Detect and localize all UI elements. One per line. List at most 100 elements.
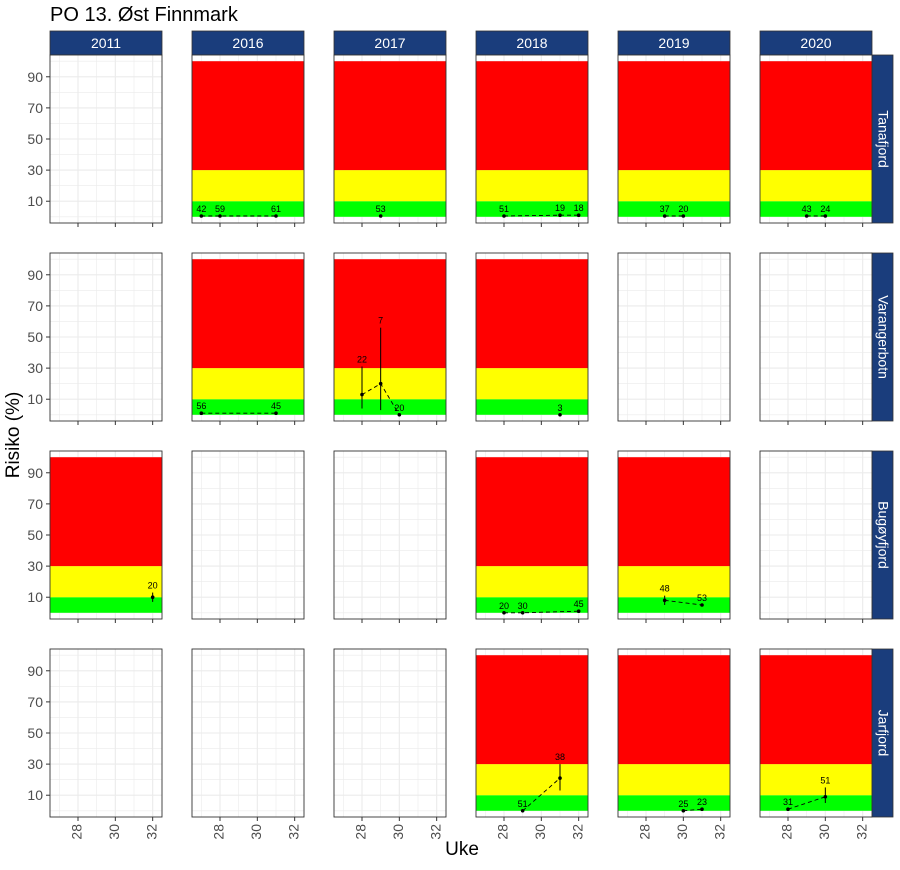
risk-zone-red — [760, 61, 872, 171]
x-tick-label: 32 — [427, 824, 443, 840]
facet-header-2011 — [49, 30, 163, 56]
risk-zone-red — [476, 457, 588, 567]
data-point — [520, 610, 525, 615]
risk-zone-red — [760, 655, 872, 765]
panel-varangerbotn-2017: 22 7 20 — [333, 252, 447, 425]
data-point — [378, 381, 383, 386]
data-label: 56 — [196, 401, 206, 411]
panel-bugoyfjord-2017 — [333, 450, 447, 623]
panel-jarfjord-2016-border — [191, 648, 305, 818]
x-tick-label: 30 — [106, 824, 122, 840]
panel-jarfjord-2020: 31 51 — [759, 648, 873, 821]
panel-tanafjord-2018: 51 19 18 — [475, 54, 589, 227]
data-point — [378, 214, 383, 218]
risk-zone-green — [476, 399, 588, 415]
data-label: 51 — [820, 775, 830, 785]
series-line — [664, 599, 703, 606]
data-label: 22 — [357, 355, 367, 365]
panel-bugoyfjord-2019: 48 53 — [617, 450, 731, 623]
data-point — [558, 213, 562, 218]
panel-varangerbotn-2020-border — [759, 252, 873, 422]
data-point — [681, 214, 686, 218]
panel-jarfjord-2011 — [46, 648, 163, 821]
y-tick-label: 70 — [27, 496, 43, 512]
data-label: 20 — [499, 601, 509, 611]
chart-title: PO 13. Øst Finnmark — [50, 4, 238, 26]
risk-zone-yellow — [760, 170, 872, 202]
x-axis-label: Uke — [445, 839, 479, 860]
data-label: 61 — [271, 204, 281, 214]
risk-zone-green — [334, 201, 446, 217]
panel-bugoyfjord-2018: 20 30 45 — [475, 450, 589, 623]
facet-header-2016 — [191, 30, 305, 56]
data-point — [199, 411, 204, 416]
data-point — [520, 808, 525, 813]
panel-tanafjord-2019: 37 20 — [617, 54, 731, 227]
panel-varangerbotn-2019 — [617, 252, 731, 425]
risk-zone-yellow — [618, 764, 730, 796]
data-point — [274, 411, 278, 416]
risk-zone-green — [618, 597, 730, 613]
data-label: 23 — [697, 797, 707, 807]
data-label: 51 — [499, 204, 509, 214]
y-tick-label: 30 — [27, 162, 43, 178]
data-label: 48 — [660, 584, 670, 594]
risk-zone-red — [192, 259, 304, 369]
panel-bugoyfjord-2020-border — [759, 450, 873, 620]
x-tick-label: 32 — [853, 824, 869, 840]
risk-zone-red — [334, 61, 446, 171]
facet-header-label-2020: 2020 — [800, 35, 831, 51]
panel-tanafjord-2020-border — [759, 54, 873, 224]
panel-bugoyfjord-2011: 20 — [46, 450, 163, 623]
risk-zone-yellow — [476, 566, 588, 598]
y-tick-label: 50 — [27, 131, 43, 147]
facet-strip-label-varangerbotn: Varangerbotn — [875, 295, 891, 379]
panel-jarfjord-2018: 51 38 — [475, 648, 589, 821]
risk-zone-yellow — [50, 566, 162, 598]
panel-tanafjord-2016-border — [191, 54, 305, 224]
data-label: 53 — [697, 593, 707, 603]
risk-zone-green — [50, 597, 162, 613]
risk-zone-red — [192, 61, 304, 171]
risk-zone-red — [618, 61, 730, 171]
panel-tanafjord-2016: 42 59 61 — [191, 54, 305, 227]
data-label: 31 — [783, 797, 793, 807]
risk-zone-yellow — [618, 566, 730, 598]
x-tick-label: 30 — [248, 824, 264, 840]
panel-tanafjord-2018-border — [475, 54, 589, 224]
facet-strip-label-tanafjord: Tanafjord — [875, 110, 891, 168]
panel-tanafjord-2017: 53 — [333, 54, 447, 227]
panel-jarfjord-2017 — [333, 648, 447, 821]
risk-zone-green — [476, 795, 588, 811]
data-point — [700, 603, 704, 607]
risk-zone-red — [618, 655, 730, 765]
x-tick-label: 28 — [69, 824, 85, 840]
data-label: 20 — [678, 204, 688, 214]
panel-varangerbotn-2018-border — [475, 252, 589, 422]
y-tick-label: 30 — [27, 360, 43, 376]
y-tick-label: 90 — [27, 267, 43, 283]
risk-zone-yellow — [334, 368, 446, 400]
risk-zone-yellow — [334, 170, 446, 202]
y-tick-label: 50 — [27, 527, 43, 543]
y-tick-label: 50 — [27, 329, 43, 345]
data-point — [662, 214, 667, 218]
data-label: 45 — [271, 401, 281, 411]
risk-zone-red — [476, 61, 588, 171]
y-tick-label: 90 — [27, 69, 43, 85]
data-label: 20 — [394, 403, 404, 413]
risk-zone-green — [476, 201, 588, 217]
data-point — [786, 807, 790, 812]
y-tick-label: 70 — [27, 100, 43, 116]
risk-zone-red — [476, 655, 588, 765]
risk-zone-green — [476, 597, 588, 613]
x-tick-label: 32 — [143, 824, 159, 840]
data-label: 59 — [215, 204, 225, 214]
panel-bugoyfjord-2017-border — [333, 450, 447, 620]
risk-zone-yellow — [618, 170, 730, 202]
panel-jarfjord-2019: 25 23 — [617, 648, 731, 821]
panel-varangerbotn-2019-border — [617, 252, 731, 422]
facet-header-2017 — [333, 30, 447, 56]
data-point — [558, 776, 562, 780]
